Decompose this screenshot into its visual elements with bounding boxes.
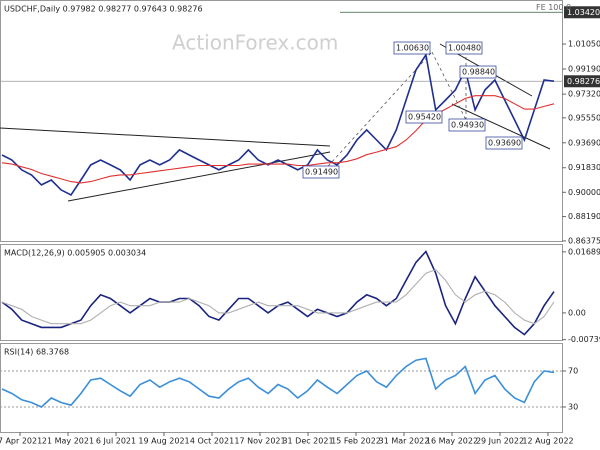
annotation-box: [302, 165, 340, 179]
y-tick-label: 0.93690: [568, 138, 600, 147]
annotation: 0.91490: [305, 168, 338, 177]
annotation-box: [445, 41, 483, 55]
y-tick-label: 0.97320: [568, 90, 600, 99]
macd-panel: [0, 244, 563, 341]
panel-title: RSI(14) 68.3768: [4, 348, 69, 357]
y-tick-label: 0.99190: [568, 65, 600, 74]
dashed-line: [431, 51, 467, 121]
x-tick-label: 29 Jun 2022: [476, 437, 524, 446]
x-tick-label: 6 Jul 2021: [96, 437, 136, 446]
y-tick-label: 0.00: [568, 308, 586, 317]
panel-title: USDCHF,Daily 0.97982 0.98277 0.97643 0.9…: [4, 5, 203, 14]
y-tick-label: -0.007393: [568, 335, 600, 344]
x-tick-label: 21 May 2021: [42, 437, 94, 446]
marker-box: [564, 75, 600, 88]
fe-label: FE 100.0: [536, 3, 571, 12]
series-line: [1, 268, 555, 325]
dashed-line: [319, 51, 433, 176]
annotation: 1.00630: [396, 44, 429, 53]
annotation: 0.94930: [451, 121, 484, 130]
y-tick-label: 0.88190: [568, 212, 600, 221]
x-tick-label: 31 Mar 2022: [379, 437, 430, 446]
watermark: ActionForex.com: [172, 31, 338, 55]
marker-label: 0.98276: [567, 77, 600, 86]
annotation-box: [393, 41, 431, 55]
trend-line: [0, 127, 331, 147]
y-tick-label: 0.95550: [568, 113, 600, 122]
x-tick-label: 19 Aug 2021: [138, 437, 189, 446]
y-tick-label: 0.016893: [568, 247, 600, 256]
annotation-box: [459, 65, 497, 79]
y-tick-label: 70: [568, 367, 578, 376]
y-tick-label: 0.91830: [568, 163, 600, 172]
rsi-panel: [0, 343, 563, 433]
y-tick-label: 1.01050: [568, 40, 600, 49]
series-line: [1, 357, 555, 408]
annotation: 0.98840: [462, 68, 495, 77]
annotation: 1.00480: [448, 44, 481, 53]
annotation-box: [485, 136, 523, 150]
x-tick-label: 7 Apr 2021: [0, 437, 42, 446]
marker-box: [564, 6, 600, 19]
annotation-box: [405, 110, 443, 124]
annotation: 0.95420: [408, 113, 441, 122]
y-tick-label: 30: [568, 403, 578, 412]
y-tick-label: 0.86375: [568, 236, 600, 245]
plot-layer: USDCHF,Daily 0.97982 0.98277 0.97643 0.9…: [0, 3, 600, 446]
x-tick-label: 4 Oct 2021: [190, 437, 234, 446]
marker-label: 1.03420: [567, 8, 600, 17]
x-tick-label: 16 May 2022: [426, 437, 478, 446]
price-panel: [0, 0, 563, 242]
annotation-box: [448, 118, 486, 132]
fib-lines: [319, 50, 467, 176]
x-tick-label: 31 Dec 2021: [282, 437, 333, 446]
series-line: [1, 95, 555, 184]
x-tick-label: 15 Feb 2022: [331, 437, 381, 446]
trend-line: [451, 103, 551, 150]
x-tick-label: 17 Nov 2021: [234, 437, 285, 446]
trend-line: [67, 151, 331, 202]
annotation: 0.93690: [488, 139, 521, 148]
x-tick-label: 12 Aug 2022: [522, 437, 573, 446]
y-tick-label: 0.90000: [568, 188, 600, 197]
panel-title: MACD(12,26,9) 0.005905 0.003034: [4, 249, 146, 258]
